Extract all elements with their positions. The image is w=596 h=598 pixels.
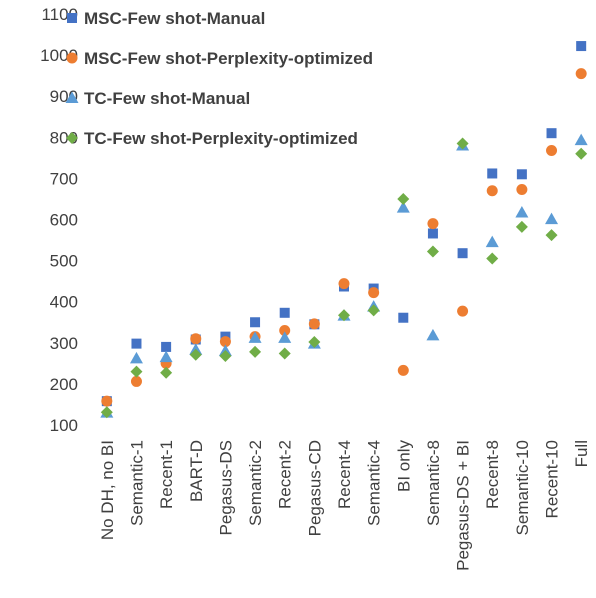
x-tick-label: Semantic-1 [127, 440, 146, 526]
data-point [456, 137, 469, 150]
data-point [279, 307, 290, 318]
y-tick-label: 300 [50, 334, 78, 353]
x-tick-label: Recent-8 [483, 440, 502, 509]
data-point [308, 318, 320, 330]
data-point [397, 192, 410, 205]
data-point [367, 304, 380, 317]
legend-item: MSC-Few shot-Perplexity-optimized [66, 49, 373, 68]
data-point [248, 331, 262, 343]
data-point [545, 212, 559, 225]
data-point [457, 305, 469, 317]
data-point [516, 169, 527, 180]
x-tick-label: Recent-1 [157, 440, 176, 509]
series-TC-Few shot-Perplexity-optimized [100, 137, 588, 419]
data-point [159, 350, 173, 363]
data-point [545, 229, 558, 242]
series-TC-Few shot-Manual [100, 133, 588, 418]
legend-marker [66, 52, 78, 64]
data-point [515, 206, 529, 218]
data-point [131, 338, 142, 349]
data-point [516, 183, 528, 195]
x-tick-label: BI only [394, 440, 413, 492]
legend-label: TC-Few shot-Manual [84, 89, 250, 108]
data-point [250, 317, 261, 328]
data-point [427, 228, 438, 239]
data-point [279, 324, 291, 336]
data-point [546, 128, 557, 139]
y-tick-label: 100 [50, 416, 78, 435]
x-tick-label: Semantic-2 [246, 440, 265, 526]
data-point [396, 201, 410, 213]
x-tick-label: BART-D [187, 440, 206, 502]
data-point [575, 147, 588, 160]
x-axis-ticks: No DH, no BI Semantic-1 Recent-1 BART-D Pega… [98, 440, 591, 571]
data-point [486, 252, 499, 265]
data-point [426, 245, 439, 258]
legend-label: TC-Few shot-Perplexity-optimized [84, 129, 358, 148]
data-point [219, 336, 231, 348]
data-point [338, 309, 350, 322]
data-point [368, 287, 380, 299]
data-point [189, 348, 202, 361]
data-point [219, 349, 232, 362]
legend-marker [65, 91, 79, 103]
data-point [278, 347, 291, 360]
legend-item: MSC-Few shot-Manual [67, 9, 265, 28]
series-MSC-Few shot-Perplexity-optimized [101, 68, 587, 407]
x-tick-label: Full [572, 440, 591, 467]
y-tick-label: 700 [50, 169, 78, 188]
data-points [100, 41, 588, 419]
legend-marker [67, 13, 77, 23]
legend-label: MSC-Few shot-Manual [84, 9, 265, 28]
x-tick-label: Semantic-4 [365, 440, 384, 526]
data-point [398, 312, 409, 323]
x-tick-label: Pegasus-DS [216, 440, 235, 535]
legend-item: TC-Few shot-Manual [65, 89, 250, 108]
data-point [249, 345, 262, 358]
x-tick-label: Pegasus-DS + BI [454, 440, 473, 571]
data-point [546, 144, 558, 156]
data-point [457, 248, 468, 259]
x-tick-label: Pegasus-CD [305, 440, 324, 536]
data-point [160, 366, 173, 379]
data-point [576, 41, 587, 52]
data-point [100, 406, 113, 419]
x-tick-label: No DH, no BI [98, 440, 117, 540]
y-tick-label: 500 [50, 252, 78, 271]
x-tick-label: Recent-2 [276, 440, 295, 509]
y-tick-label: 400 [50, 293, 78, 312]
data-point [575, 68, 587, 80]
data-point [308, 335, 321, 348]
data-point [485, 235, 499, 248]
legend-marker [66, 132, 78, 144]
y-tick-label: 600 [50, 211, 78, 230]
x-tick-label: Recent-10 [543, 440, 562, 518]
data-point [427, 218, 439, 230]
legend-item: TC-Few shot-Perplexity-optimized [66, 129, 358, 148]
x-tick-label: Semantic-8 [424, 440, 443, 526]
data-point [130, 365, 143, 378]
data-point [190, 333, 202, 345]
x-tick-label: Recent-4 [335, 440, 354, 509]
data-point [487, 168, 498, 179]
data-point [515, 220, 528, 233]
data-point [426, 328, 440, 341]
data-point [161, 341, 172, 352]
data-point [278, 331, 292, 343]
y-tick-label: 200 [50, 375, 78, 394]
data-point [574, 133, 588, 146]
data-point [101, 395, 113, 407]
legend-label: MSC-Few shot-Perplexity-optimized [84, 49, 373, 68]
x-tick-label: Semantic-10 [513, 440, 532, 535]
data-point [130, 375, 142, 387]
data-point [338, 278, 350, 290]
data-point [129, 351, 143, 364]
legend: MSC-Few shot-Manual MSC-Few shot-Perplexi… [65, 9, 373, 148]
data-point [397, 364, 409, 376]
data-point [486, 185, 498, 197]
